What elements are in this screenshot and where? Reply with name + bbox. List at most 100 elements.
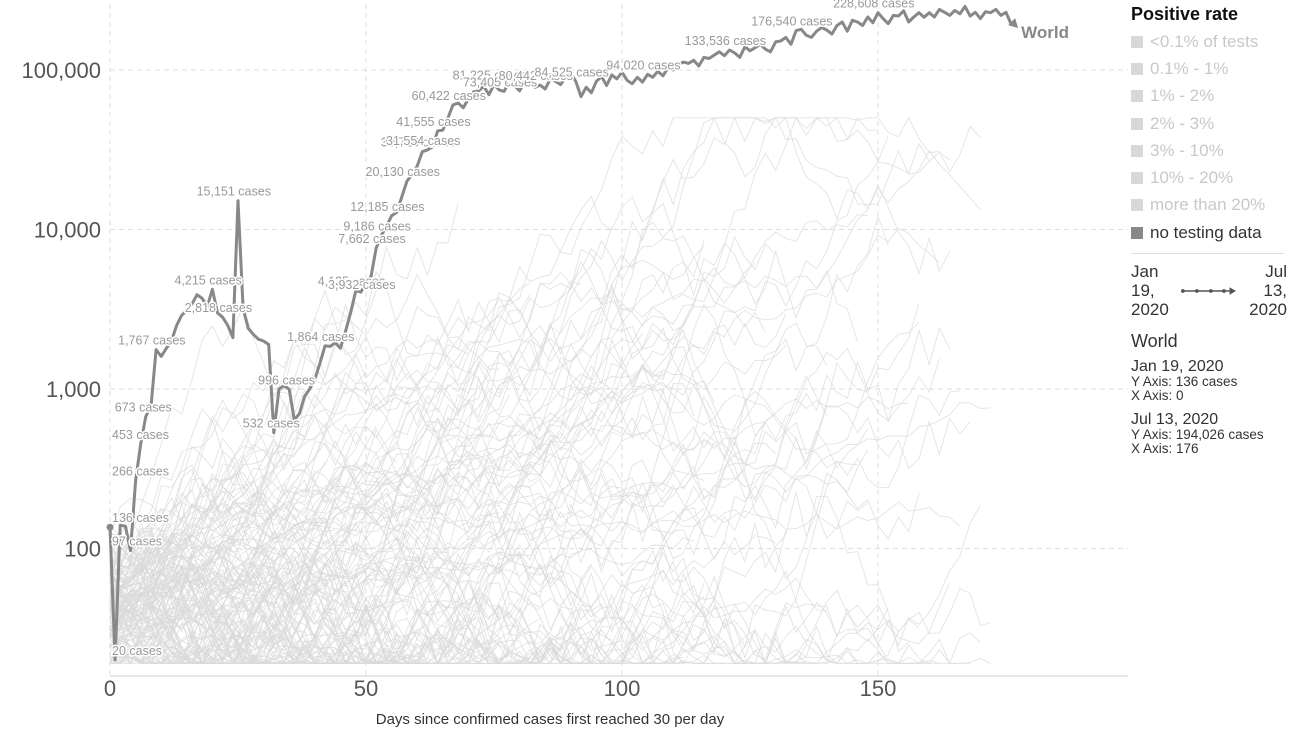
x-tick-label: 100: [604, 676, 641, 701]
tooltip-end-y: Y Axis: 194,026 cases: [1131, 427, 1264, 443]
country-line: [109, 283, 531, 576]
annotation-label: 266 cases: [112, 465, 169, 479]
country-line: [109, 635, 275, 664]
legend-item-2-to-3[interactable]: 2% - 3%: [1131, 110, 1296, 137]
arrow-right-icon: [1229, 287, 1237, 295]
country-line: [109, 445, 275, 567]
legend-swatch: [1131, 62, 1143, 75]
country-line: [109, 451, 326, 584]
legend-swatch: [1131, 172, 1143, 185]
time-end-label: Jul 13, 2020: [1249, 262, 1287, 320]
country-line: [109, 530, 787, 665]
series-label-world: World: [1021, 23, 1069, 42]
y-tick-label: 100: [64, 537, 101, 562]
country-line: [109, 214, 889, 665]
legend-item-under-0-1[interactable]: <0.1% of tests: [1131, 28, 1296, 55]
x-tick-label: 0: [104, 676, 116, 701]
annotation-label: 176,540 cases: [751, 15, 832, 29]
country-line: [109, 594, 520, 665]
legend-label: 1% - 2%: [1150, 86, 1215, 106]
country-line: [109, 333, 643, 627]
world-end-arrow: [1008, 18, 1019, 29]
tooltip-title: World: [1131, 331, 1178, 352]
annotation-label: 996 cases: [258, 373, 315, 387]
legend-swatch: [1131, 199, 1143, 212]
country-line: [109, 437, 715, 578]
legend-item-10-to-20[interactable]: 10% - 20%: [1131, 164, 1296, 191]
x-tick-label: 50: [354, 676, 378, 701]
country-line: [109, 321, 920, 664]
country-line: [109, 290, 920, 664]
country-line: [109, 529, 408, 664]
slider-dot: [1195, 289, 1199, 293]
country-line: [109, 586, 234, 618]
slider-dot: [1181, 289, 1185, 293]
legend-label: no testing data: [1150, 222, 1262, 242]
annotation-label: 80,442 cases: [499, 69, 573, 83]
country-line: [109, 116, 879, 624]
country-line: [109, 362, 623, 634]
annotation-label: 20,130 cases: [366, 165, 440, 179]
annotation-label: 9,186 cases: [343, 219, 410, 233]
annotation-label: 84,525 cases: [535, 66, 609, 80]
annotation-label: 1,767 cases: [118, 334, 185, 348]
time-slider[interactable]: [1181, 281, 1237, 301]
legend-swatch: [1131, 144, 1143, 157]
legend-panel: Positive rate <0.1% of tests 0.1% - 1% 1…: [1131, 4, 1296, 464]
country-line: [109, 117, 951, 642]
legend-swatch: [1131, 226, 1143, 239]
annotation-label: 94,020 cases: [606, 58, 680, 72]
country-line: [109, 623, 684, 664]
legend-label: 0.1% - 1%: [1150, 58, 1229, 78]
time-range: Jan 19, 2020 Jul 13, 2020: [1131, 262, 1287, 319]
country-line: [109, 583, 285, 664]
legend-label: <0.1% of tests: [1150, 31, 1259, 51]
legend-divider: [1131, 253, 1284, 255]
annotation-label: 673 cases: [115, 400, 172, 414]
world-start-point[interactable]: [106, 523, 114, 531]
annotation-label: 3,932 cases: [328, 278, 395, 292]
legend-item-over-20[interactable]: more than 20%: [1131, 192, 1296, 219]
legend-title: Positive rate: [1131, 4, 1239, 24]
country-line: [109, 469, 705, 623]
legend-swatch: [1131, 35, 1143, 48]
legend-item-3-to-10[interactable]: 3% - 10%: [1131, 137, 1296, 164]
country-line: [109, 488, 265, 601]
country-line: [109, 235, 776, 641]
country-line: [109, 604, 244, 661]
annotation-label: 453 cases: [112, 428, 169, 442]
country-line: [109, 449, 869, 664]
x-tick-label: 150: [860, 676, 897, 701]
annotations: 20 cases 97 cases 136 cases 266 cases 453 ca…: [111, 0, 916, 659]
tooltip-start-date: Jan 19, 2020: [1131, 358, 1224, 376]
country-line: [109, 579, 951, 665]
country-line: [109, 591, 920, 664]
country-line: [109, 546, 889, 665]
country-line: [109, 525, 336, 592]
time-start-label: Jan 19, 2020: [1131, 262, 1169, 320]
country-line: [109, 571, 367, 631]
country-line: [109, 396, 909, 603]
legend-item-1-to-2[interactable]: 1% - 2%: [1131, 83, 1296, 110]
annotation-label: 30,726 cases: [381, 136, 455, 150]
world-line[interactable]: [108, 5, 1013, 662]
annotation-label: 4,135 cases: [318, 275, 385, 289]
country-line: [109, 527, 807, 664]
grid: [109, 4, 1128, 676]
annotation-label: 41,555 cases: [396, 115, 470, 129]
legend-item-0-1-to-1[interactable]: 0.1% - 1%: [1131, 55, 1296, 82]
world-series[interactable]: World: [106, 5, 1069, 662]
country-line: [109, 615, 571, 664]
legend-label: 2% - 3%: [1150, 113, 1215, 133]
annotation-label: 15,151 cases: [197, 185, 271, 199]
country-line: [109, 273, 469, 574]
y-tick-label: 10,000: [34, 218, 101, 243]
annotation-label: 12,185 cases: [350, 200, 424, 214]
country-line: [109, 240, 705, 611]
legend-item-no-testing-data[interactable]: no testing data: [1131, 219, 1296, 246]
annotation-label: 4,215 cases: [174, 273, 241, 287]
country-line: [109, 282, 909, 653]
x-axis-label: Days since confirmed cases first reached…: [376, 711, 725, 728]
annotation-label: 2,818 cases: [185, 301, 252, 315]
legend-label: more than 20%: [1150, 195, 1266, 215]
